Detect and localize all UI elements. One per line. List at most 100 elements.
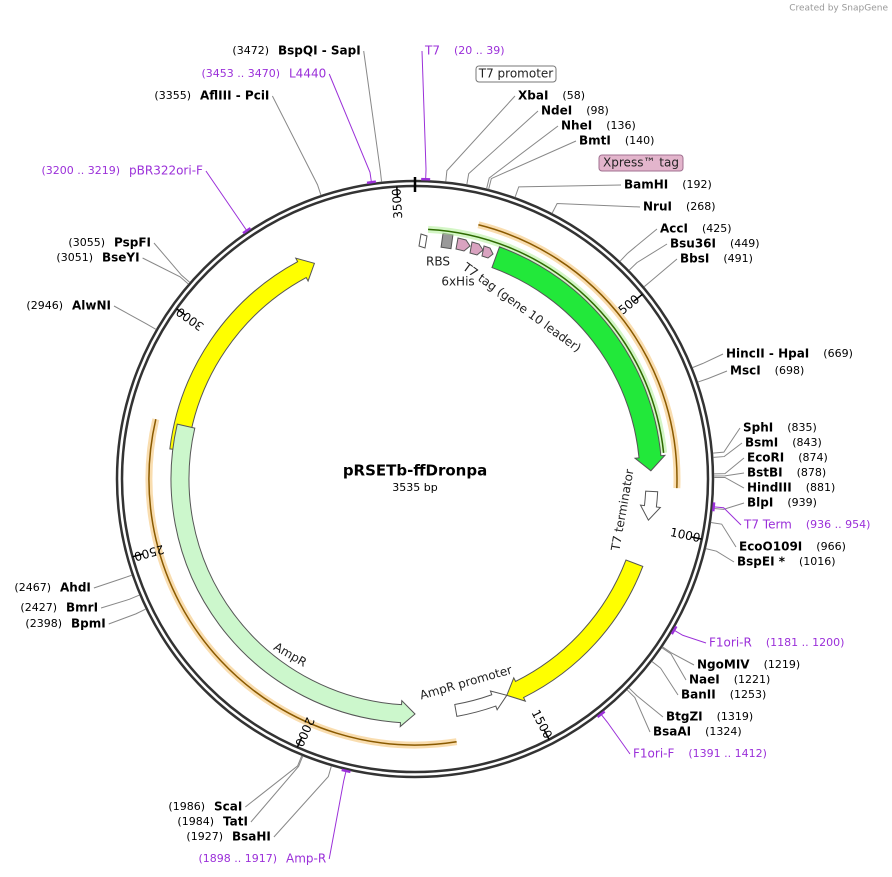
leader-line xyxy=(626,689,651,733)
label-position: (2398) xyxy=(25,617,62,630)
leader-line xyxy=(713,472,745,477)
label-position: (268) xyxy=(686,200,716,213)
label-position: (1986) xyxy=(168,800,205,813)
leader-line xyxy=(713,442,743,458)
label-position: (3472) xyxy=(232,44,269,57)
label-name: BsaHI xyxy=(232,830,271,844)
leader-line xyxy=(712,502,745,510)
label-name: Bsu36I xyxy=(670,237,716,251)
leader-line xyxy=(271,95,322,196)
label-position: (2946) xyxy=(26,299,63,312)
leader-line xyxy=(466,110,539,185)
label-name: BbsI xyxy=(680,252,709,266)
leader-line xyxy=(712,506,742,526)
label-position: (491) xyxy=(723,252,753,265)
leader-line xyxy=(661,647,687,681)
leader-line xyxy=(672,629,707,644)
label-name: AflIII - PciI xyxy=(200,89,269,103)
tick-label: 1500 xyxy=(529,707,555,741)
feature-label: T7 promoter xyxy=(478,67,554,81)
label-name: BmrI xyxy=(66,601,98,615)
label-position: (98) xyxy=(586,104,609,117)
green-arc xyxy=(428,228,665,453)
label-name: EcoRI xyxy=(747,451,784,465)
label-name: MscI xyxy=(730,364,761,378)
tick-mark xyxy=(396,186,399,198)
leader-line xyxy=(692,353,724,369)
label-position: (1219) xyxy=(764,658,801,671)
label-name: PspFI xyxy=(114,236,151,250)
leader-line xyxy=(153,242,191,283)
feature-label: 6xHis xyxy=(441,275,474,289)
leader-line xyxy=(142,257,189,285)
leader-line xyxy=(205,170,248,232)
label-position: (2467) xyxy=(14,581,51,594)
leader-line xyxy=(628,687,664,718)
label-name: BsmI xyxy=(745,436,778,450)
small-features xyxy=(418,232,494,259)
leader-line xyxy=(551,202,641,214)
label-position: (966) xyxy=(816,540,846,553)
label-name: F1ori-R xyxy=(709,636,752,650)
orange-arc-2 xyxy=(148,418,457,746)
feature-label: T7 terminator xyxy=(608,468,636,553)
label-position: (3355) xyxy=(154,89,191,102)
leader-line xyxy=(328,73,373,184)
label-name: ScaI xyxy=(214,800,242,814)
f1-ori-arrow xyxy=(506,559,644,702)
label-name: AccI xyxy=(660,222,688,236)
leader-line xyxy=(713,476,745,489)
primer-mark xyxy=(712,502,716,512)
label-name: T7 xyxy=(424,44,440,58)
leader-line xyxy=(710,522,737,548)
leader-line xyxy=(705,548,735,563)
leader-line xyxy=(628,243,668,271)
leader-line xyxy=(619,228,658,262)
t7-terminator-arrow xyxy=(639,490,662,522)
label-position: (140) xyxy=(625,134,655,147)
leader-line xyxy=(108,608,147,625)
label-position: (3453 .. 3470) xyxy=(201,67,280,80)
feature-label: RBS xyxy=(426,255,450,269)
credit: Created by SnapGene xyxy=(789,4,888,14)
primer-mark xyxy=(341,768,351,774)
tick-mark xyxy=(296,736,303,748)
label-name: pBR322ori-F xyxy=(129,164,203,178)
green-arc-glow xyxy=(427,225,668,454)
label-name: TatI xyxy=(223,815,248,829)
label-position: (3200 .. 3219) xyxy=(41,164,120,177)
label-name: AlwNI xyxy=(72,299,111,313)
leader-line xyxy=(486,125,559,189)
label-name: BlpI xyxy=(747,496,773,510)
label-name: HindIII xyxy=(747,481,792,495)
label-name: NdeI xyxy=(541,104,572,118)
tick-mark xyxy=(132,553,144,558)
label-name: SphI xyxy=(743,421,773,435)
leader-line xyxy=(363,50,383,182)
label-position: (1319) xyxy=(717,710,754,723)
label-position: (136) xyxy=(606,119,636,132)
leader-line xyxy=(643,258,678,288)
label-position: (449) xyxy=(730,237,760,250)
leader-line xyxy=(514,184,622,198)
label-name: BmtI xyxy=(579,134,611,148)
leader-line xyxy=(113,305,157,330)
label-name: T7 Term xyxy=(743,518,792,532)
label-position: (939) xyxy=(787,496,817,509)
label-name: BsaAI xyxy=(653,725,691,739)
tick-label: 1000 xyxy=(669,525,702,545)
label-position: (878) xyxy=(797,466,827,479)
leader-line xyxy=(712,427,741,454)
label-position: (20 .. 39) xyxy=(454,44,505,57)
label-position: (1221) xyxy=(734,673,771,686)
label-name: L4440 xyxy=(289,67,326,81)
label-position: (1016) xyxy=(799,555,836,568)
label-position: (58) xyxy=(562,89,585,102)
label-name: BspQI - SapI xyxy=(278,44,361,58)
label-name: EcoO109I xyxy=(739,540,802,554)
label-name: XbaI xyxy=(518,89,548,103)
ampr-promoter-arrow xyxy=(454,690,508,717)
label-position: (425) xyxy=(702,222,732,235)
xpress-tag-box xyxy=(598,154,684,172)
leader-line xyxy=(273,765,332,838)
